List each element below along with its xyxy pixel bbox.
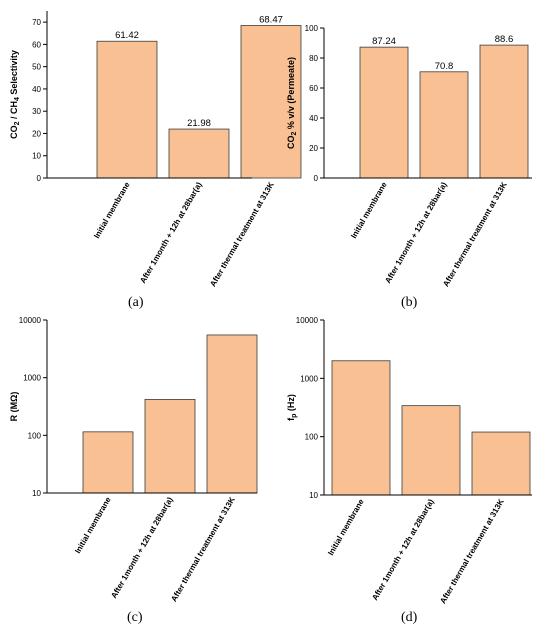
bar-1: [96, 40, 158, 179]
bar-3: [240, 25, 302, 179]
y-axis-title-part: R (MΩ): [9, 392, 19, 422]
y-axis-title-part: CO: [9, 125, 19, 139]
category-label-1: Initial membrane: [92, 180, 132, 240]
category-label-3: After thermal treatment at 313K: [208, 180, 275, 288]
panel-label-d: (d): [401, 610, 418, 625]
y-axis-title: CO2 % v/v (Permeate): [286, 57, 298, 149]
category-label-1: Initial membrane: [73, 495, 113, 555]
category-label-1: Initial membrane: [326, 497, 366, 557]
y-tick-label-1: 10: [32, 489, 41, 498]
y-tick-label-3: 1000: [300, 374, 318, 383]
y-axis-title: fp (Hz): [286, 394, 298, 421]
y-axis-title-part: f: [286, 417, 296, 421]
bar-2: [419, 71, 469, 179]
data-label-2: 70.8: [435, 61, 454, 72]
y-tick-label-4: 10000: [19, 316, 42, 325]
data-label-1: 87.24: [372, 36, 396, 47]
chart-panel-1: 61.42 Initial membrane 21.98 After 1month +…: [9, 11, 302, 288]
category-label-2: After 1month + 12h at 28bar(a): [370, 497, 436, 602]
bar-1: [359, 46, 409, 179]
y-axis-title-part: 4: [14, 97, 21, 101]
y-axis-title-part: % v/v (Permeate): [286, 57, 296, 132]
bar-2: [168, 128, 230, 179]
data-label-3: 88.6: [495, 34, 514, 45]
data-label-1: 61.42: [115, 30, 139, 41]
category-label-3: After thermal treatment at 313K: [438, 497, 505, 605]
y-axis-title-part: (Hz): [286, 394, 296, 414]
category-label-2: After 1month + 12h at 28bar(a): [109, 495, 175, 600]
bar-3: [471, 431, 531, 496]
y-axis-title-part: p: [291, 414, 298, 418]
bar-2: [144, 398, 196, 494]
y-axis-title-part: / CH: [9, 101, 19, 122]
bar-3: [479, 44, 529, 179]
y-tick-label-1: 0: [314, 174, 319, 183]
bar-2: [401, 405, 461, 496]
y-tick-label-4: 10000: [296, 316, 319, 325]
category-label-1: Initial membrane: [349, 180, 389, 240]
y-tick-label-4: 30: [32, 107, 41, 116]
y-tick-label-2: 100: [28, 431, 42, 440]
y-tick-label-8: 70: [32, 18, 41, 27]
data-label-2: 21.98: [187, 118, 211, 129]
panel-label-b: (b): [401, 295, 418, 310]
y-tick-label-2: 10: [32, 152, 41, 161]
panel-label-a: (a): [128, 295, 144, 310]
y-tick-label-4: 60: [309, 84, 318, 93]
y-axis-title-part: 2: [291, 131, 298, 135]
category-label-2: After 1month + 12h at 28bar(a): [138, 180, 204, 285]
y-tick-label-2: 20: [309, 144, 318, 153]
y-axis-title: CO2 / CH4 Selectivity: [9, 50, 21, 139]
y-tick-label-3: 40: [309, 114, 318, 123]
panel-label-c: (c): [127, 610, 143, 625]
bar-1: [331, 360, 391, 496]
y-tick-label-3: 20: [32, 129, 41, 138]
y-tick-label-5: 40: [32, 85, 41, 94]
y-axis-title-part: CO: [286, 135, 296, 149]
y-axis-title-part: Selectivity: [9, 50, 19, 97]
y-axis-title-part: 2: [14, 121, 21, 125]
bar-1: [82, 431, 134, 494]
y-tick-label-1: 10: [309, 491, 318, 500]
chart-panel-2: 87.24 Initial membrane 70.8 After 1month + …: [286, 24, 532, 288]
bar-3: [206, 334, 258, 494]
y-tick-label-5: 80: [309, 54, 318, 63]
y-axis-title: R (MΩ): [9, 392, 19, 422]
category-label-3: After thermal treatment at 313K: [441, 180, 508, 288]
y-tick-label-6: 100: [305, 24, 319, 33]
y-tick-label-1: 0: [37, 174, 42, 183]
y-tick-label-3: 1000: [23, 374, 41, 383]
y-tick-label-7: 60: [32, 40, 41, 49]
category-label-3: After thermal treatment at 313K: [169, 495, 236, 603]
y-tick-label-2: 100: [305, 433, 319, 442]
category-label-2: After 1month + 12h at 28bar(a): [383, 180, 449, 285]
chart-panel-4: Initial membrane After 1month + 12h at 28…: [286, 316, 532, 605]
data-label-3: 68.47: [259, 15, 283, 26]
y-tick-label-6: 50: [32, 63, 41, 72]
